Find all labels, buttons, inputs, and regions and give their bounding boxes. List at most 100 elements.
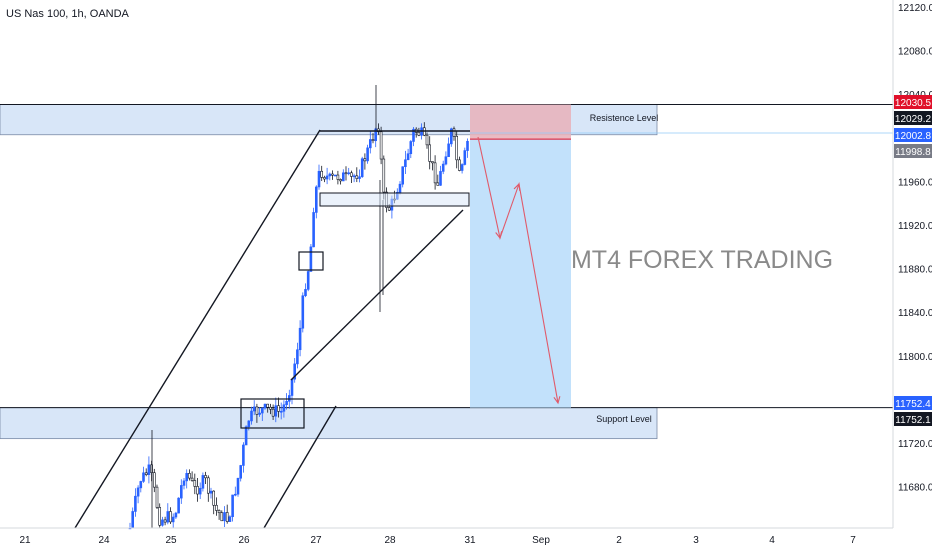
candle (285, 401, 288, 406)
time-tick-label: 21 (19, 535, 31, 546)
candle (344, 172, 348, 175)
candle (325, 175, 329, 180)
candle (466, 140, 469, 151)
candle (352, 175, 356, 178)
price-tick-label: 11680.0 (898, 483, 932, 494)
candle (220, 512, 224, 522)
candle (293, 363, 297, 380)
price-label-box (894, 144, 932, 158)
candle (234, 493, 237, 496)
candle (371, 139, 375, 142)
candle (444, 156, 448, 165)
candle (212, 490, 215, 506)
candle (236, 477, 240, 495)
candle (366, 147, 369, 162)
candle (169, 511, 172, 523)
candle (339, 179, 342, 182)
candle (174, 512, 178, 518)
candle (409, 141, 413, 155)
time-tick-label: Sep (532, 535, 550, 546)
candle (190, 477, 194, 481)
time-tick-label: 28 (384, 535, 396, 546)
price-label: 11752.1 (895, 415, 931, 426)
candle (136, 487, 140, 497)
candle (455, 135, 459, 161)
candle (460, 164, 464, 171)
candle (134, 495, 137, 512)
candle (431, 161, 434, 164)
price-axis[interactable]: 12120.012080.012040.011960.011920.011880… (892, 0, 932, 528)
stop-loss-area (470, 104, 571, 140)
candle (258, 412, 261, 415)
candle (290, 378, 294, 396)
time-tick-label: 2 (616, 535, 622, 546)
time-tick-label: 26 (238, 535, 250, 546)
candle (358, 176, 361, 179)
candle (347, 172, 351, 175)
candle (441, 163, 445, 172)
price-label: 12030.5 (895, 98, 932, 109)
candle (223, 512, 226, 522)
candle (341, 172, 345, 182)
candle (398, 183, 402, 193)
candle (185, 473, 188, 482)
candle (196, 486, 199, 495)
candle (142, 472, 145, 482)
candle (215, 504, 218, 511)
take-profit-area (470, 139, 571, 408)
short-position-tool[interactable] (470, 104, 893, 408)
candle (171, 516, 175, 523)
candle (458, 159, 461, 171)
candle (177, 497, 180, 514)
candle (298, 327, 302, 351)
candle (274, 405, 278, 417)
candle (463, 150, 467, 165)
candle (266, 403, 270, 408)
candle (269, 406, 272, 410)
time-tick-label: 27 (310, 535, 322, 546)
price-label-box (894, 111, 932, 125)
candle (225, 512, 229, 522)
chart-title: US Nas 100, 1h, OANDA (6, 8, 129, 20)
resistance-label: Resistence Level (590, 113, 659, 123)
trend-line (74, 129, 321, 529)
candle (228, 516, 232, 522)
price-tick-label: 11880.0 (898, 265, 932, 276)
candle (439, 171, 442, 186)
range-box (319, 192, 470, 207)
price-label: 12002.8 (895, 131, 932, 142)
price-label: 11752.4 (895, 399, 931, 410)
candle (360, 158, 364, 178)
support-label: Support Level (596, 414, 652, 424)
candle (279, 410, 283, 413)
time-axis[interactable]: 21 24 25 26 27 28 31 Sep 2 3 4 7 (0, 527, 893, 546)
candle (350, 172, 353, 177)
candle (306, 271, 310, 290)
candle (209, 490, 213, 494)
candle (282, 404, 286, 412)
candle (296, 349, 299, 365)
price-tick-label: 11960.0 (898, 177, 932, 188)
candle (247, 420, 251, 428)
candle (242, 444, 245, 466)
candle (244, 426, 248, 446)
arrowhead (553, 396, 561, 405)
candle (309, 246, 313, 272)
candle (320, 170, 324, 178)
candle (144, 472, 148, 475)
candle (147, 464, 151, 475)
time-tick-label: 24 (98, 535, 110, 546)
candle (277, 405, 280, 412)
drawings (74, 129, 561, 529)
candle (158, 507, 161, 526)
time-tick-label: 25 (165, 535, 177, 546)
time-tick-label: 4 (769, 535, 775, 546)
candle (328, 173, 332, 177)
candle (425, 134, 429, 146)
candle (417, 132, 421, 136)
candle (387, 207, 391, 211)
candle (207, 477, 210, 494)
candle (412, 128, 415, 142)
